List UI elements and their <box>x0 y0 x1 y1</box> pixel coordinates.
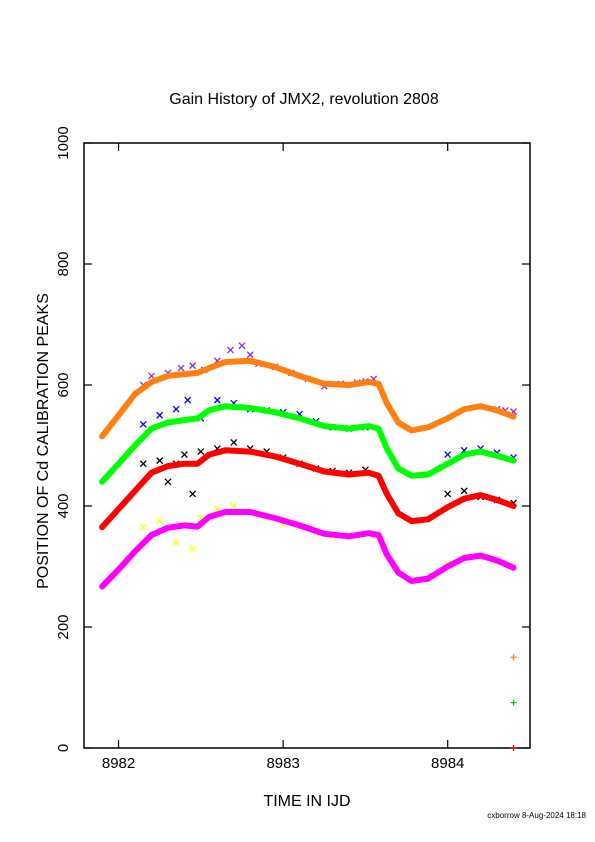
data-point-marker <box>444 451 452 459</box>
data-point-marker <box>510 699 517 706</box>
data-series <box>139 502 518 583</box>
data-point-marker <box>230 502 238 510</box>
data-point-marker <box>139 523 147 531</box>
y-tick-label: 400 <box>55 493 72 518</box>
y-tick-label: 0 <box>55 744 72 752</box>
data-point-marker <box>246 351 254 359</box>
y-tick-label: 600 <box>55 372 72 397</box>
data-series <box>139 342 518 416</box>
data-point-marker <box>156 517 164 525</box>
data-point-marker <box>227 346 234 354</box>
data-point-marker <box>510 654 517 661</box>
data-point-marker <box>460 487 468 495</box>
data-point-marker <box>197 448 205 456</box>
y-tick-label: 1000 <box>55 126 72 159</box>
data-point-marker <box>156 411 164 419</box>
series-line <box>99 357 517 440</box>
data-point-marker <box>510 745 517 751</box>
data-series <box>510 654 517 661</box>
data-series <box>99 403 517 485</box>
x-tick-label: 8983 <box>266 755 299 772</box>
data-point-marker <box>177 364 185 372</box>
data-series <box>99 509 517 590</box>
data-point-marker <box>444 490 452 498</box>
data-series <box>510 699 517 706</box>
data-series <box>99 357 517 440</box>
footer-credit: cxborrow 8-Aug-2024 18:18 <box>487 811 586 820</box>
x-tick-label: 8984 <box>431 755 464 772</box>
data-point-marker <box>172 538 180 546</box>
y-tick-label: 800 <box>55 251 72 276</box>
data-series <box>510 745 517 751</box>
data-point-marker <box>230 439 238 446</box>
data-point-marker <box>139 420 147 428</box>
data-point-marker <box>213 396 221 404</box>
plot-frame <box>83 142 531 749</box>
x-axis-label: TIME IN IJD <box>263 793 350 810</box>
series-line <box>99 447 517 531</box>
data-point-marker <box>148 372 155 380</box>
y-axis-label: POSITION OF Cd CALIBRATION PEAKS <box>35 293 52 589</box>
data-point-marker <box>184 396 192 404</box>
chart-title: Gain History of JMX2, revolution 2808 <box>169 91 439 108</box>
data-series <box>99 447 517 531</box>
data-point-marker <box>172 405 180 413</box>
data-point-marker <box>189 490 197 498</box>
data-layer <box>99 342 518 751</box>
y-tick-label: 200 <box>55 614 72 639</box>
data-point-marker <box>156 457 164 465</box>
data-point-marker <box>189 544 197 552</box>
x-tick-label: 8982 <box>102 755 135 772</box>
data-point-marker <box>238 342 246 350</box>
data-point-marker <box>139 460 147 468</box>
axis-ticks: 8982 8983 8984 0 200 400 600 800 1000 <box>55 126 530 772</box>
series-line <box>99 509 517 590</box>
data-point-marker <box>189 362 197 370</box>
data-point-marker <box>164 478 172 486</box>
series-line <box>99 403 517 485</box>
data-point-marker <box>180 451 188 459</box>
